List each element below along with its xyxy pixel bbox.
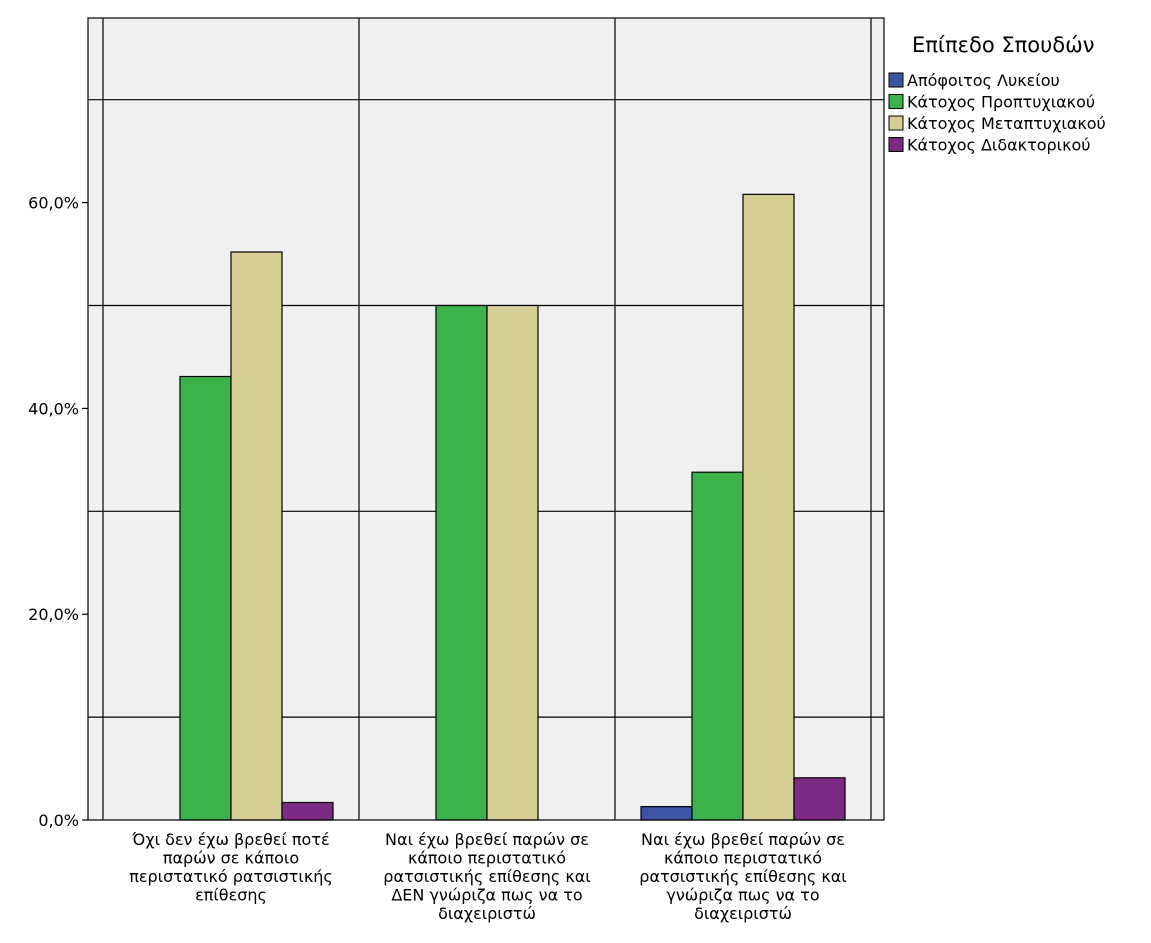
legend-swatch (888, 94, 904, 109)
bar (486, 304, 539, 821)
bar (435, 304, 488, 821)
legend-label: Κάτοχος Προπτυχιακού (907, 93, 1095, 112)
bar (230, 251, 283, 821)
legend-swatch (888, 72, 904, 88)
y-axis: 0,0% 20,0% 40,0% 60,0% (28, 194, 88, 830)
bar (281, 801, 334, 821)
legend-title: Επίπεδο Σπουδών (912, 33, 1094, 57)
legend-label: Κάτοχος Μεταπτυχιακού (907, 114, 1106, 133)
legend-label: Κάτοχος Διδακτορικού (907, 136, 1091, 155)
legend: Επίπεδο Σπουδών Απόφοιτος Λυκείου Κάτοχος… (888, 33, 1106, 155)
legend-swatch (888, 137, 904, 152)
bars (179, 193, 846, 821)
y-tick-label: 0,0% (38, 811, 79, 830)
bar (640, 806, 693, 821)
plot-border (87, 17, 885, 821)
x-axis: Όχι δεν έχω βρεθεί ποτέ παρών σε κάποιο πε… (129, 830, 846, 923)
bar (742, 193, 795, 821)
y-tick-label: 60,0% (28, 194, 79, 213)
y-tick-label: 40,0% (28, 399, 79, 418)
bar (793, 777, 846, 821)
plot-frame (87, 17, 885, 821)
category-dividers (358, 18, 616, 820)
x-category-label: Ναι έχω βρεθεί παρών σε κάποιο περιστατικ… (639, 830, 846, 923)
legend-label: Απόφοιτος Λυκείου (907, 71, 1060, 90)
y-tick-label: 20,0% (28, 605, 79, 624)
bar (179, 375, 232, 821)
x-category-label: Ναι έχω βρεθεί παρών σε κάποιο περιστατικ… (383, 830, 590, 923)
x-category-label: Όχι δεν έχω βρεθεί ποτέ παρών σε κάποιο πε… (129, 830, 333, 905)
legend-swatch (888, 115, 904, 131)
bar (691, 471, 744, 821)
